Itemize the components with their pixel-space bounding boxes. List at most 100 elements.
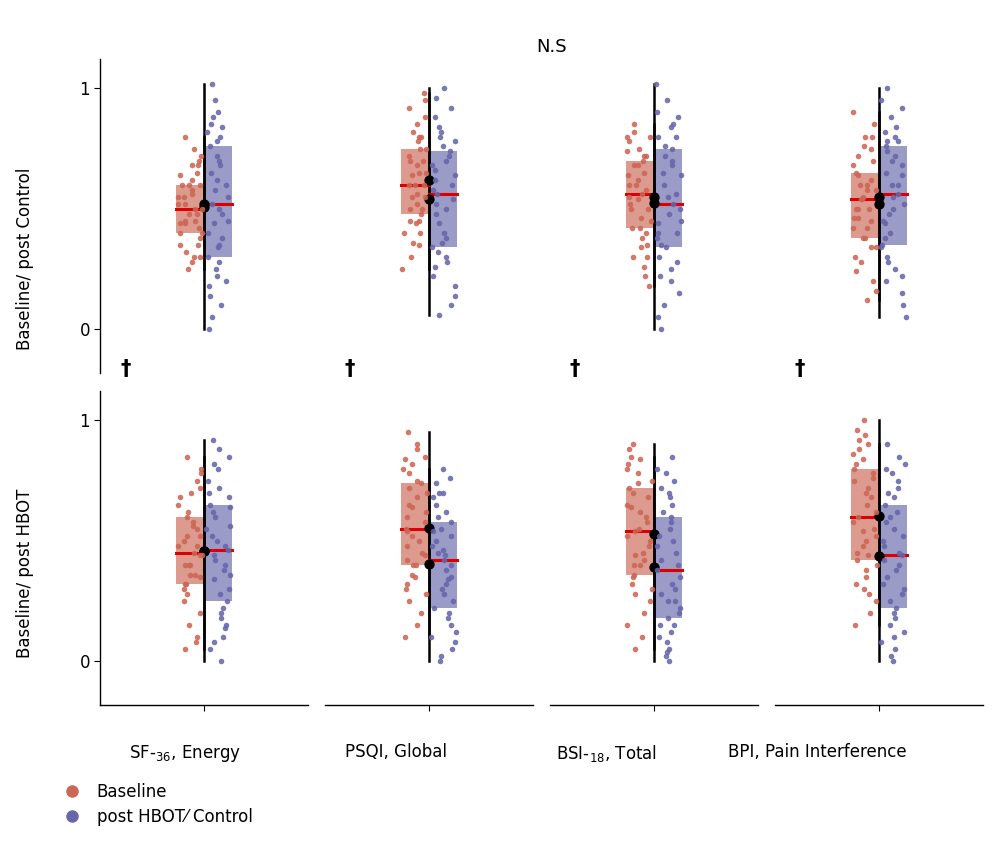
Point [858, 571, 874, 584]
Point [215, 631, 231, 644]
Point [638, 514, 654, 528]
Text: BPI, Pain Interference: BPI, Pain Interference [727, 743, 906, 761]
Point [418, 587, 434, 600]
Point [412, 226, 428, 239]
Point [180, 207, 196, 221]
Point [859, 294, 875, 307]
Point [408, 558, 424, 571]
Point [177, 214, 193, 228]
Point [409, 438, 425, 452]
Point [401, 498, 417, 511]
Point [634, 546, 650, 559]
Point [421, 521, 437, 535]
Point [416, 178, 432, 192]
Point [443, 558, 459, 571]
Point [884, 655, 900, 668]
Point [633, 231, 649, 245]
Point [648, 105, 664, 119]
Text: PSQI, Global: PSQI, Global [345, 743, 447, 761]
Point [436, 587, 452, 600]
Point [642, 214, 658, 228]
Point [428, 498, 444, 511]
Point [878, 514, 894, 528]
Point [870, 197, 886, 211]
Point [672, 168, 688, 182]
Point [890, 558, 906, 571]
Point [402, 154, 418, 167]
Point [429, 510, 445, 524]
Point [400, 481, 416, 495]
Point [886, 262, 902, 276]
Point [848, 166, 864, 179]
Point [411, 166, 427, 179]
Point [891, 546, 907, 559]
Point [879, 486, 895, 499]
Point [861, 202, 877, 216]
Point [663, 577, 679, 591]
Point [865, 118, 881, 132]
Point [620, 190, 636, 204]
Point [868, 594, 884, 608]
Point [639, 491, 655, 504]
Point [206, 93, 222, 107]
Point [171, 491, 187, 504]
Point [622, 450, 638, 464]
Point [860, 438, 876, 452]
Point [411, 534, 427, 548]
Point [626, 548, 642, 562]
Point [408, 491, 424, 504]
Point [865, 467, 881, 481]
Point [177, 245, 193, 259]
Text: †: † [120, 359, 130, 379]
Point [444, 178, 460, 192]
Point [192, 606, 208, 620]
Point [191, 178, 207, 192]
Point [416, 110, 432, 124]
Point [895, 197, 911, 211]
Point [176, 534, 192, 548]
Point [847, 250, 863, 264]
Point [403, 500, 419, 514]
Point [863, 130, 879, 143]
Point [868, 529, 884, 543]
Point [441, 471, 457, 485]
Point [859, 548, 875, 562]
Point [183, 188, 199, 201]
Point [206, 554, 222, 567]
Point [211, 159, 227, 172]
Point [400, 425, 416, 439]
Point [641, 594, 657, 608]
Point [881, 226, 897, 239]
Point [848, 265, 864, 278]
Point [182, 568, 198, 582]
Point [394, 262, 410, 276]
Point [638, 239, 654, 252]
Point [208, 173, 224, 187]
Point [196, 200, 212, 214]
Point [431, 216, 447, 230]
Point [640, 539, 656, 553]
Point [667, 188, 683, 201]
Point [658, 635, 674, 649]
Point [210, 442, 226, 456]
Point [193, 149, 209, 163]
Point [189, 474, 205, 487]
Point [211, 587, 227, 600]
Point [629, 193, 645, 206]
Point [850, 202, 866, 216]
Point [213, 120, 229, 133]
Point [413, 130, 429, 143]
Point [192, 250, 208, 264]
Point [635, 260, 651, 273]
Point [440, 572, 456, 586]
Point [856, 231, 872, 245]
Point [172, 168, 188, 182]
Point [884, 190, 900, 204]
Point [177, 197, 193, 211]
Point [433, 522, 449, 536]
Point [424, 240, 440, 254]
Point [407, 178, 423, 192]
Point [659, 611, 675, 625]
Point [436, 554, 452, 567]
Point [870, 549, 886, 563]
